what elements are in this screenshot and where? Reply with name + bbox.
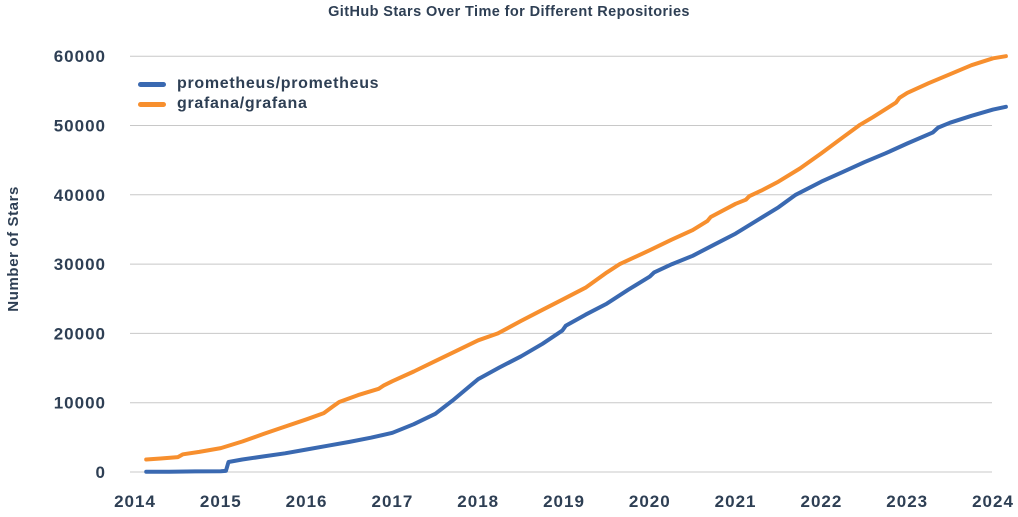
y-tick-label: 60000: [54, 47, 106, 66]
x-tick-label: 2018: [457, 492, 499, 511]
x-tick-label: 2019: [543, 492, 585, 511]
x-tick-label: 2016: [286, 492, 328, 511]
x-tick-label: 2022: [800, 492, 842, 511]
chart-title: GitHub Stars Over Time for Different Rep…: [328, 4, 690, 20]
y-tick-label: 50000: [54, 117, 106, 136]
grafana-line-swatch-icon: [138, 101, 166, 107]
x-tick-label: 2021: [715, 492, 757, 511]
legend-item-prometheus: prometheus/prometheus: [138, 74, 379, 94]
y-tick-label: 30000: [54, 255, 106, 274]
x-tick-label: 2020: [629, 492, 671, 511]
legend: prometheus/prometheus grafana/grafana: [138, 74, 379, 114]
legend-label-prometheus: prometheus/prometheus: [177, 75, 380, 92]
y-tick-label: 20000: [54, 324, 106, 343]
x-tick-label: 2015: [200, 492, 242, 511]
y-axis-title: Number of Stars: [5, 186, 22, 312]
x-tick-label: 2017: [371, 492, 413, 511]
series-line-prometheus: [144, 104, 1008, 474]
y-tick-label: 0: [96, 463, 106, 482]
legend-label-grafana: grafana/grafana: [177, 95, 308, 112]
legend-item-grafana: grafana/grafana: [138, 94, 379, 114]
x-tick-label: 2014: [114, 492, 156, 511]
prometheus-line-swatch-icon: [138, 81, 166, 87]
y-tick-label: 40000: [54, 186, 106, 205]
x-tick-label: 2023: [886, 492, 928, 511]
series-line-grafana: [144, 54, 1008, 462]
x-tick-label: 2024: [972, 492, 1014, 511]
y-tick-label: 10000: [54, 394, 106, 413]
